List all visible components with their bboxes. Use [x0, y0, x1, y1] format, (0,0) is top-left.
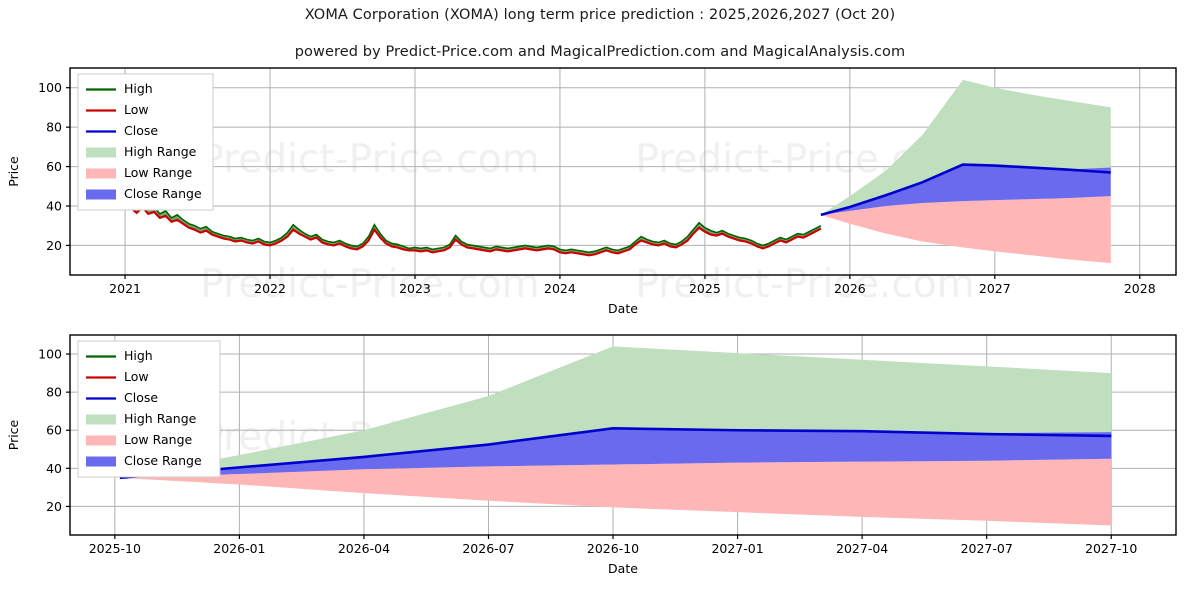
- bottom-chart-panel: Predict-Price.comPredict-Price.com204060…: [0, 330, 1200, 595]
- y-tick-label: 20: [46, 499, 62, 514]
- legend-item-label: High: [124, 81, 153, 96]
- forecast-close-line: [820, 163, 1111, 217]
- x-tick-label: 2026-07: [462, 541, 514, 556]
- x-tick-label: 2022: [254, 281, 286, 296]
- close-range-band: [119, 428, 1112, 478]
- history-high-line: [124, 200, 822, 254]
- y-tick-label: 80: [46, 385, 62, 400]
- y-tick-label: 100: [38, 347, 62, 362]
- legend-patch-swatch: [86, 414, 116, 425]
- x-tick-label: 2027-07: [961, 541, 1013, 556]
- x-axis-label: Date: [608, 301, 638, 316]
- y-tick-label: 60: [46, 159, 62, 174]
- legend-patch-swatch: [86, 189, 116, 200]
- x-tick-label: 2027-04: [836, 541, 888, 556]
- high-range-band: [119, 346, 1112, 478]
- top-chart-panel: Predict-Price.com Predict-Price.com Predic…: [0, 62, 1200, 317]
- plot-frame: [69, 334, 1177, 536]
- y-tick-label: 40: [46, 461, 62, 476]
- legend-item-label: Low: [124, 102, 149, 117]
- top-chart-svg: Predict-Price.com Predict-Price.com Predic…: [6, 67, 1177, 316]
- axes-group: 20 40 60 80 100 2025-10 2026-01 2026-04 2026-07 2…: [6, 347, 1137, 576]
- legend-item-label: High Range: [124, 144, 197, 159]
- high-range-band: [820, 79, 1111, 215]
- x-tick-label: 2028: [1124, 281, 1156, 296]
- bottom-chart-svg: Predict-Price.comPredict-Price.com204060…: [6, 334, 1177, 576]
- x-tick-label: 2026-04: [338, 541, 390, 556]
- y-tick-label: 100: [38, 80, 62, 95]
- chart-legend: High Low Close High Range Low Range Close Ran…: [77, 73, 214, 211]
- legend-item-label: Close Range: [124, 186, 202, 201]
- forecast-close-line: [119, 427, 1112, 480]
- legend-item-label: Low Range: [124, 165, 193, 180]
- x-tick-label: 2026-10: [587, 541, 639, 556]
- x-tick-label: 2027-01: [711, 541, 763, 556]
- legend-item-label: Close Range: [124, 453, 202, 468]
- plot-frame: [69, 67, 1177, 276]
- x-axis-label: Date: [608, 561, 638, 576]
- y-tick-label: 40: [46, 199, 62, 214]
- x-tick-label: 2026: [834, 281, 866, 296]
- legend-item-label: Low: [124, 369, 149, 384]
- page-subtitle: powered by Predict-Price.com and Magical…: [294, 44, 906, 60]
- x-tick-label: 2026-01: [213, 541, 265, 556]
- y-tick-label: 20: [46, 238, 62, 253]
- history-low-line: [124, 205, 822, 257]
- low-range-band: [820, 196, 1111, 264]
- legend-item-label: Close: [124, 123, 158, 138]
- x-tick-label: 2027-10: [1085, 541, 1137, 556]
- page-title: XOMA Corporation (XOMA) long term price …: [304, 7, 896, 23]
- axes-group: 20 40 60 80 100 2021 2022 2023 2024 2025 2026 2027 2…: [6, 80, 1156, 316]
- y-axis-label: Price: [6, 419, 21, 450]
- watermark-text: Predict-Price.com: [200, 137, 539, 182]
- low-range-band: [119, 458, 1112, 526]
- watermark-text: Predict-Price.com: [635, 262, 974, 307]
- legend-box: [77, 340, 221, 478]
- x-tick-label: 2021: [109, 281, 141, 296]
- legend-item-label: Close: [124, 390, 158, 405]
- legend-patch-swatch: [86, 168, 116, 179]
- legend-patch-swatch: [86, 456, 116, 467]
- y-tick-label: 80: [46, 120, 62, 135]
- watermark-text: Predict-Price.com: [200, 262, 539, 307]
- x-tick-label: 2025-10: [89, 541, 141, 556]
- legend-patch-swatch: [86, 435, 116, 446]
- legend-patch-swatch: [86, 147, 116, 158]
- x-tick-label: 2027: [979, 281, 1011, 296]
- legend-item-label: High Range: [124, 411, 197, 426]
- x-tick-label: 2024: [544, 281, 576, 296]
- x-tick-label: 2025: [689, 281, 721, 296]
- y-axis-label: Price: [6, 156, 21, 187]
- legend-item-label: High: [124, 348, 153, 363]
- legend-item-label: Low Range: [124, 432, 193, 447]
- y-tick-label: 60: [46, 423, 62, 438]
- x-tick-label: 2023: [399, 281, 431, 296]
- close-range-band: [820, 164, 1111, 215]
- chart-legend: High Low Close High Range Low Range Close Ran…: [77, 340, 221, 478]
- legend-box: [77, 73, 214, 211]
